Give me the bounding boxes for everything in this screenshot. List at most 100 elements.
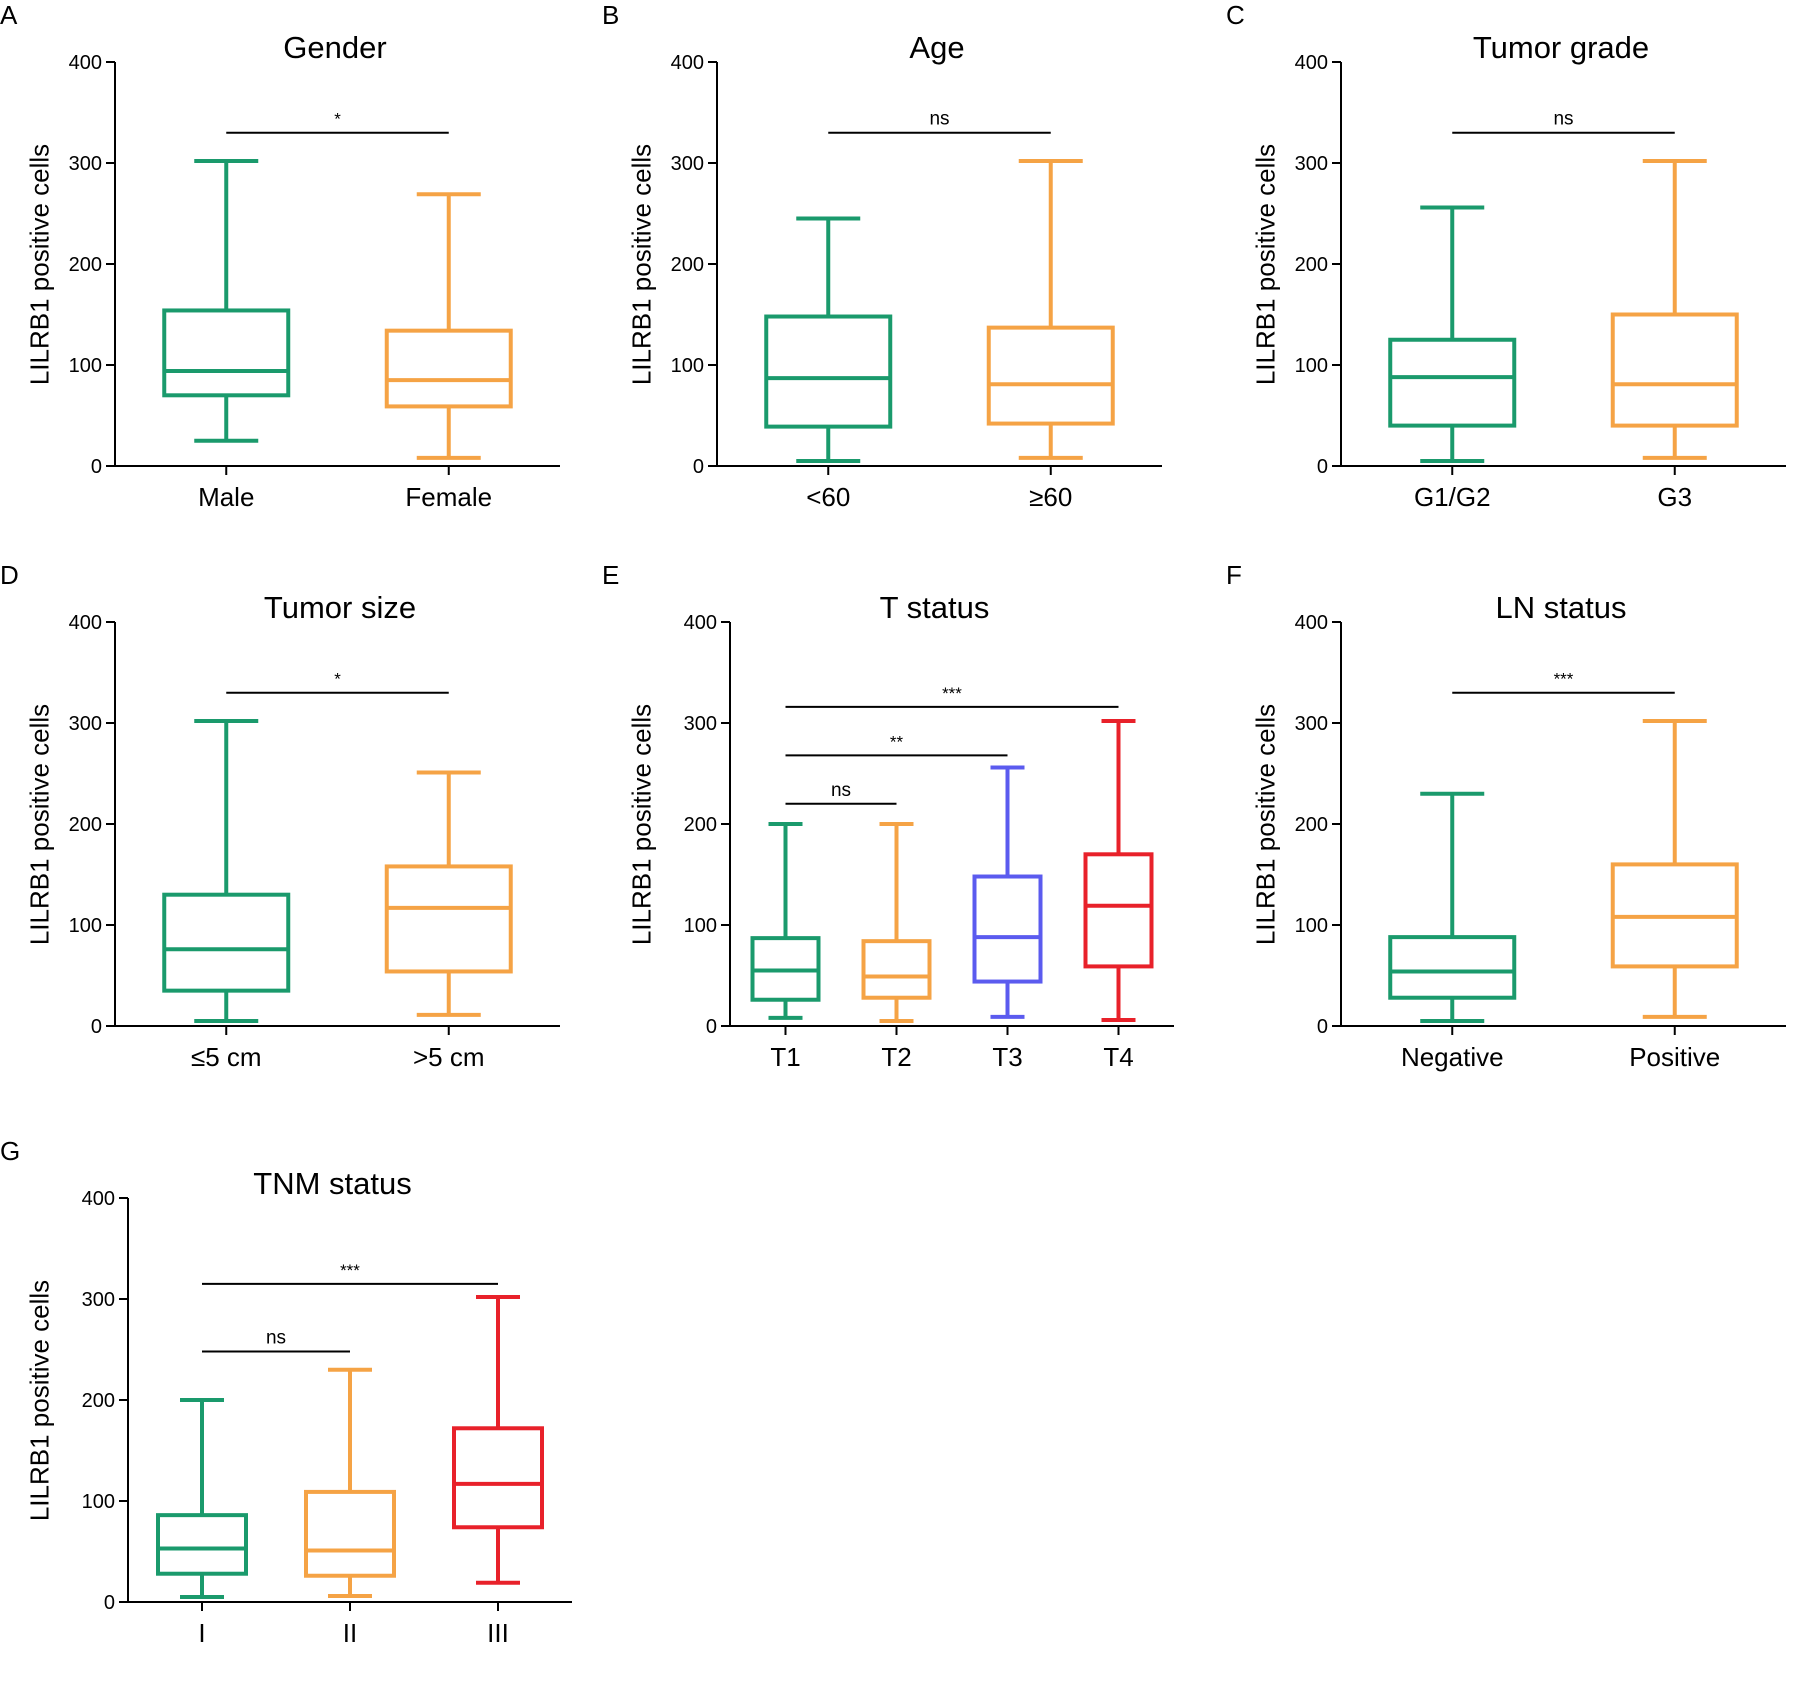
box-≤5 cm <box>162 718 291 1023</box>
panel-label: C <box>1226 0 1245 30</box>
panel-label: B <box>602 0 620 30</box>
y-tick-label: 300 <box>1295 713 1328 735</box>
y-tick-label: 100 <box>684 915 717 937</box>
y-tick-label: 400 <box>1295 612 1328 634</box>
y-tick-label: 100 <box>69 355 102 377</box>
chart-title: TNM status <box>253 1166 412 1201</box>
x-tick-label: T3 <box>992 1042 1022 1072</box>
chart-panel-e: E T status LILRB1 positive cells 0 100 200… <box>602 560 1202 1120</box>
box-iqr <box>986 325 1115 426</box>
box-Male <box>162 158 291 443</box>
box-iqr <box>972 874 1043 984</box>
y-tick-label: 0 <box>1317 456 1328 478</box>
y-tick-label: 200 <box>671 254 704 276</box>
y-tick-label: 0 <box>91 1016 102 1038</box>
significance-label: * <box>334 110 341 129</box>
chart-title: Age <box>909 30 965 65</box>
x-tick-label: II <box>343 1618 357 1648</box>
chart-title: Tumor size <box>263 590 417 625</box>
y-tick-label: 400 <box>69 612 102 634</box>
plot-area: 0 100 200 300 400 Negative Positive *** <box>1295 612 1786 1072</box>
panel-label: G <box>0 1136 21 1166</box>
significance-label: *** <box>340 1261 360 1280</box>
y-tick-label: 200 <box>1295 254 1328 276</box>
significance-label: * <box>334 670 341 689</box>
box-G1/G2 <box>1388 205 1517 463</box>
y-tick-label: 300 <box>684 713 717 735</box>
box-iqr <box>1610 312 1739 428</box>
y-tick-label: 400 <box>671 52 704 74</box>
plot-area: 0 100 200 300 400 ≤5 cm >5 cm * <box>69 612 560 1072</box>
box-iqr <box>384 328 513 409</box>
x-tick-label: G3 <box>1657 482 1692 512</box>
box-≥60 <box>986 158 1115 460</box>
y-tick-label: 100 <box>1295 355 1328 377</box>
box-iqr <box>162 308 291 398</box>
x-tick-label: Positive <box>1629 1042 1720 1072</box>
x-tick-label: T1 <box>770 1042 800 1072</box>
x-tick-label: T4 <box>1103 1042 1133 1072</box>
box->5 cm <box>384 770 513 1017</box>
box-G3 <box>1610 158 1739 460</box>
significance-label: *** <box>942 684 962 703</box>
y-tick-label: 300 <box>671 153 704 175</box>
box-I <box>156 1398 248 1599</box>
y-tick-label: 400 <box>684 612 717 634</box>
box-Negative <box>1388 791 1517 1023</box>
panel-label: E <box>602 560 620 590</box>
y-tick-label: 200 <box>684 814 717 836</box>
y-tick-label: 300 <box>1295 153 1328 175</box>
x-tick-label: T2 <box>881 1042 911 1072</box>
box-iqr <box>162 892 291 993</box>
y-tick-label: 100 <box>671 355 704 377</box>
significance-label: ns <box>929 109 949 130</box>
box-T3 <box>972 765 1043 1019</box>
box-iqr <box>156 1513 248 1576</box>
chart-title: T status <box>879 590 990 625</box>
y-tick-label: 300 <box>69 153 102 175</box>
significance-label: ** <box>890 732 904 751</box>
y-tick-label: 300 <box>69 713 102 735</box>
x-tick-label: ≤5 cm <box>191 1042 262 1072</box>
box-T1 <box>750 822 821 1020</box>
box-T4 <box>1083 718 1154 1022</box>
y-tick-label: 200 <box>82 1390 115 1412</box>
box-iqr <box>1388 337 1517 428</box>
y-tick-label: 0 <box>1317 1016 1328 1038</box>
y-tick-label: 200 <box>69 814 102 836</box>
panel-label: D <box>0 560 19 590</box>
y-tick-label: 0 <box>91 456 102 478</box>
y-tick-label: 400 <box>82 1188 115 1210</box>
box-iqr <box>452 1426 544 1530</box>
panel-label: A <box>0 0 18 30</box>
y-tick-label: 100 <box>1295 915 1328 937</box>
box-III <box>452 1294 544 1585</box>
chart-panel-d: D Tumor size LILRB1 positive cells 0 100 2… <box>0 560 600 1120</box>
plot-area: 0 100 200 300 400 <60 ≥60 ns <box>671 52 1162 512</box>
box-iqr <box>304 1489 396 1578</box>
y-tick-label: 400 <box>1295 52 1328 74</box>
significance-label: ns <box>1553 109 1573 130</box>
box-T2 <box>861 822 932 1023</box>
significance-label: ns <box>266 1328 286 1349</box>
y-tick-label: 200 <box>69 254 102 276</box>
box-Positive <box>1610 718 1739 1019</box>
box-iqr <box>384 864 513 974</box>
box-<60 <box>764 216 893 463</box>
x-tick-label: ≥60 <box>1029 482 1072 512</box>
significance-label: *** <box>1554 670 1574 689</box>
box-iqr <box>1388 935 1517 1000</box>
x-tick-label: G1/G2 <box>1414 482 1491 512</box>
x-tick-label: Female <box>405 482 492 512</box>
y-tick-label: 100 <box>69 915 102 937</box>
plot-area: 0 100 200 300 400 Male Female * <box>69 52 560 512</box>
x-tick-label: Male <box>198 482 254 512</box>
significance-label: ns <box>831 780 851 801</box>
y-tick-label: 0 <box>104 1592 115 1614</box>
chart-title: Tumor grade <box>1472 30 1650 65</box>
plot-area: 0 100 200 300 400 G1/G2 G3 ns <box>1295 52 1786 512</box>
y-tick-label: 400 <box>69 52 102 74</box>
box-II <box>304 1367 396 1598</box>
